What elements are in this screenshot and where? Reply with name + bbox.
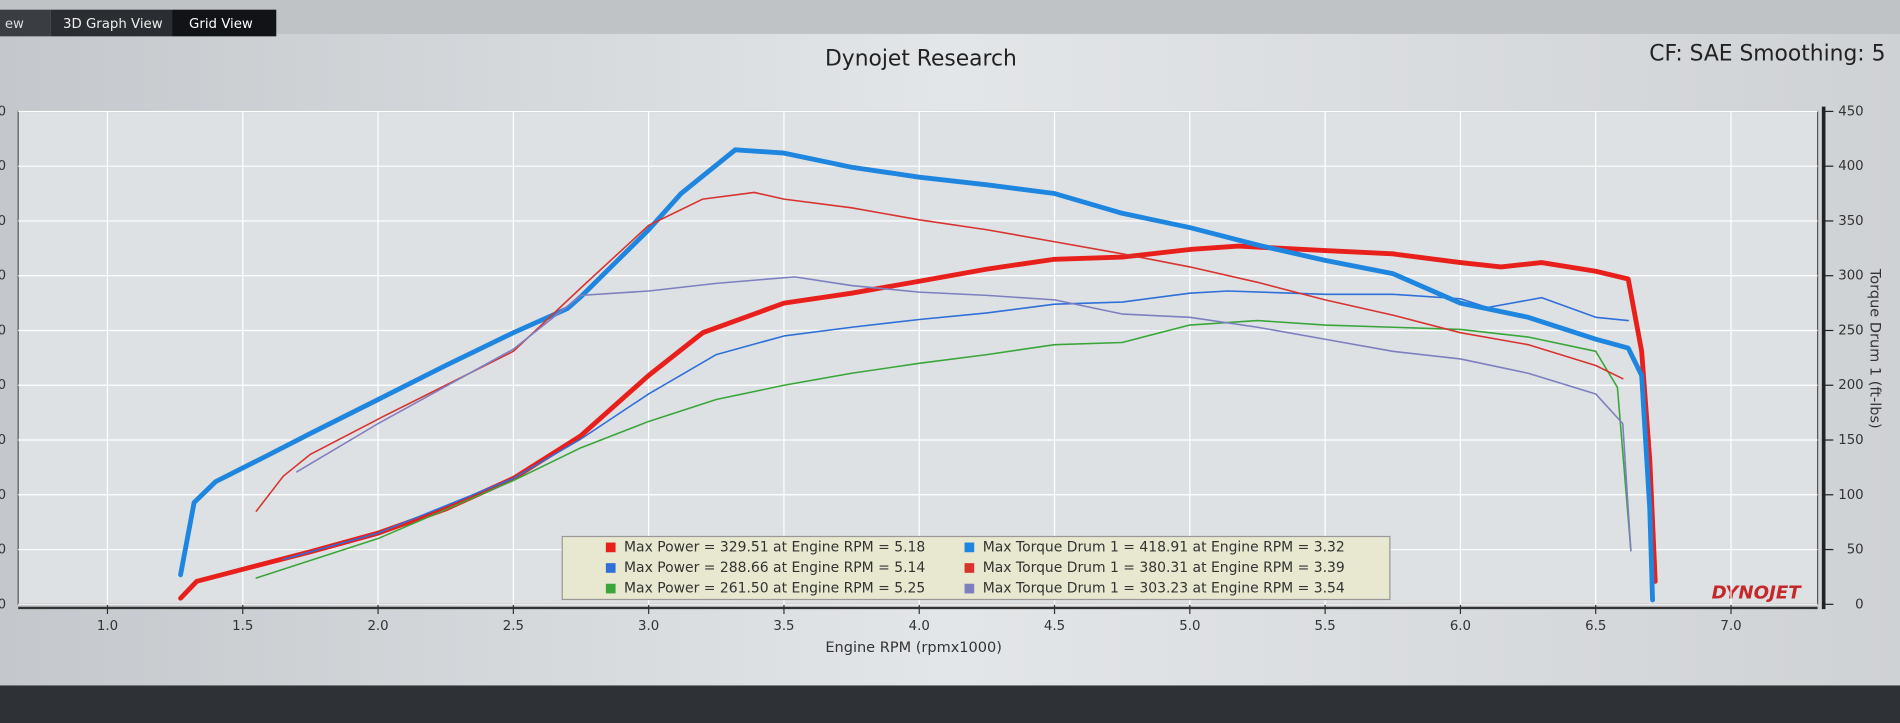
- legend-swatch: [605, 542, 616, 553]
- y-tick-label: 350: [0, 214, 6, 229]
- x-tick-label: 6.5: [1585, 619, 1606, 634]
- chart-title: Dynojet Research: [825, 46, 1017, 71]
- legend-swatch: [605, 563, 616, 573]
- tab-label: Grid View: [189, 17, 253, 32]
- x-tick-label: 4.0: [909, 619, 930, 634]
- legend-label: Max Torque Drum 1 = 380.31 at Engine RPM…: [983, 560, 1345, 576]
- y2-tick-label: 250: [1838, 323, 1863, 338]
- y2-tick-label: 400: [1838, 159, 1863, 174]
- y-tick-label: 250: [0, 323, 6, 338]
- chart-subtitle: CF: SAE Smoothing: 5: [1649, 42, 1885, 67]
- y2-tick-label: 350: [1838, 214, 1863, 229]
- x-tick-label: 5.5: [1315, 619, 1336, 634]
- tab-label: 3D Graph View: [63, 17, 163, 32]
- y2-tick-label: 200: [1838, 378, 1863, 393]
- x-tick-label: 2.5: [503, 619, 524, 634]
- y2-tick-label: 150: [1838, 433, 1863, 448]
- y-tick-label: 150: [0, 433, 6, 448]
- legend: [561, 535, 1391, 601]
- x-axis-label: Engine RPM (rpmx1000): [825, 640, 1002, 656]
- x-tick-label: 7.0: [1720, 619, 1741, 634]
- legend-swatch: [964, 583, 975, 594]
- legend-label: Max Power = 261.50 at Engine RPM = 5.25: [624, 581, 925, 597]
- x-tick-label: 3.5: [773, 619, 794, 634]
- y2-tick-label: 450: [1838, 104, 1863, 119]
- series-line: [178, 147, 1655, 603]
- y-tick-label: 0: [0, 597, 6, 612]
- y-tick-label: 300: [0, 269, 6, 284]
- x-tick-label: 2.0: [367, 619, 388, 634]
- series-line: [296, 276, 1632, 552]
- series-line: [178, 243, 1658, 601]
- tab-strip: [0, 0, 1900, 34]
- y-tick-label: 50: [0, 543, 6, 558]
- plot-area: [17, 110, 1819, 605]
- legend-label: Max Torque Drum 1 = 418.91 at Engine RPM…: [983, 539, 1345, 555]
- tab[interactable]: [172, 9, 277, 37]
- y-tick-label: 200: [0, 378, 6, 393]
- x-tick-label: 3.0: [638, 619, 659, 634]
- legend-label: Max Power = 288.66 at Engine RPM = 5.14: [624, 560, 925, 576]
- x-tick-label: 4.5: [1044, 619, 1065, 634]
- series-line: [255, 191, 1624, 512]
- legend-label: Max Torque Drum 1 = 303.23 at Engine RPM…: [983, 581, 1345, 597]
- logo: DYNOJET: [1712, 582, 1803, 603]
- tab[interactable]: [50, 9, 173, 37]
- tab-label: ew: [5, 17, 24, 32]
- x-tick-label: 5.0: [1179, 619, 1200, 634]
- x-tick-label: 1.0: [97, 619, 118, 634]
- y-tick-label: 100: [0, 488, 6, 503]
- x-tick-label: 6.0: [1450, 619, 1471, 634]
- y2-tick-label: 100: [1838, 488, 1863, 503]
- series-line: [255, 319, 1632, 579]
- status-bar: [0, 685, 1900, 723]
- legend-swatch: [964, 563, 975, 573]
- legend-label: Max Power = 329.51 at Engine RPM = 5.18: [624, 539, 925, 555]
- y-tick-label: 450: [0, 104, 6, 119]
- y-tick-label: 400: [0, 159, 6, 174]
- x-tick-label: 1.5: [232, 619, 253, 634]
- y2-tick-label: 0: [1855, 597, 1863, 612]
- y2-tick-label: 50: [1847, 543, 1864, 558]
- legend-swatch: [964, 542, 975, 553]
- tab[interactable]: [0, 9, 51, 37]
- y2-tick-label: 300: [1838, 269, 1863, 284]
- legend-swatch: [605, 583, 616, 594]
- y2-axis-label: Torque Drum 1 (ft-lbs): [1867, 268, 1883, 429]
